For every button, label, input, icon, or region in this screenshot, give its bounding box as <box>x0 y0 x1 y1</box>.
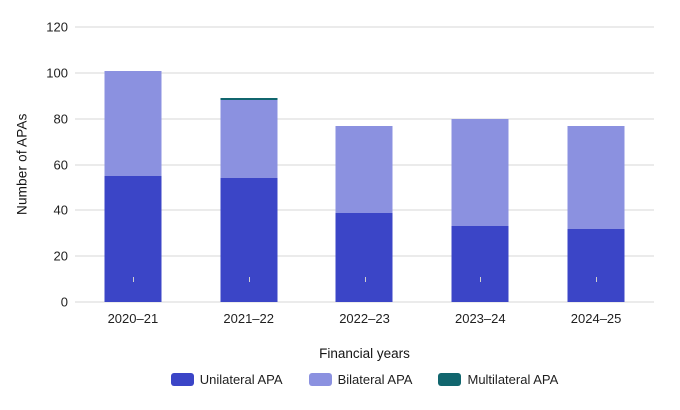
bar-2023-24 <box>451 118 509 302</box>
x-tick-2020-21 <box>132 277 134 282</box>
legend-swatch-multilateral-apa <box>438 372 462 386</box>
legend-label-multilateral-apa: Multilateral APA <box>467 371 559 387</box>
x-axis-title: Financial years <box>319 346 410 361</box>
bar-2020-21 <box>104 70 162 302</box>
gridline-y-120 <box>75 26 654 28</box>
bar-segment-unilateral-apa-2023-24 <box>451 226 509 302</box>
y-tick-label-60: 60 <box>53 157 68 172</box>
legend-swatch-bilateral-apa <box>308 372 332 386</box>
y-tick-label-20: 20 <box>53 248 68 264</box>
bar-segment-unilateral-apa-2022-23 <box>335 212 393 302</box>
legend-item-multilateral-apa[interactable]: Multilateral APA <box>438 372 558 387</box>
bar-segment-bilateral-apa-2023-24 <box>451 118 509 227</box>
y-tick-label-100: 100 <box>46 65 68 81</box>
legend-item-bilateral-apa[interactable]: Bilateral APA <box>308 371 413 387</box>
gridline-y-100 <box>75 71 654 74</box>
bar-segment-bilateral-apa-2021-22 <box>220 100 278 179</box>
bar-2022-23 <box>335 125 393 302</box>
legend: Unilateral APA Bilateral APA Multilateral … <box>75 370 654 388</box>
band-2023-24 <box>422 27 538 302</box>
bar-segment-bilateral-apa-2020-21 <box>104 70 162 176</box>
bar-segment-unilateral-apa-2024-25 <box>567 228 625 302</box>
x-tick-2024-25 <box>596 277 598 282</box>
legend-label-bilateral-apa: Bilateral APA <box>337 371 413 387</box>
band-2021-22 <box>191 27 307 302</box>
band-2020-21 <box>75 27 191 302</box>
legend-label-unilateral-apa: Unilateral APA <box>199 371 283 387</box>
y-tick-label-0: 0 <box>60 294 68 310</box>
gridline-y-0 <box>75 301 654 303</box>
x-tick-2023-24 <box>480 277 482 282</box>
x-tick-2021-22 <box>248 277 250 282</box>
y-tick-label-120: 120 <box>46 19 68 35</box>
y-tick-label-80: 80 <box>53 111 68 127</box>
x-tick-label-2022-23: 2022–23 <box>339 311 390 326</box>
bar-segment-unilateral-apa-2020-21 <box>104 175 162 302</box>
y-axis: 0 20 40 60 80 100 120 <box>0 21 68 309</box>
bar-segment-unilateral-apa-2021-22 <box>220 178 278 302</box>
bar-2021-22 <box>220 98 278 302</box>
x-tick-label-2024-25: 2024–25 <box>570 311 622 326</box>
legend-item-unilateral-apa[interactable]: Unilateral APA <box>170 371 283 387</box>
bar-segment-bilateral-apa-2022-23 <box>335 125 393 213</box>
plot-area <box>75 26 654 303</box>
bar-segment-bilateral-apa-2024-25 <box>567 125 625 229</box>
x-tick-label-2021-22: 2021–22 <box>223 311 274 326</box>
x-tick-2022-23 <box>364 277 366 282</box>
y-tick-label-40: 40 <box>53 202 68 218</box>
x-tick-label-2020-21: 2020–21 <box>107 311 159 326</box>
x-axis-labels: 2020–21 2021–22 2022–23 2023–24 2024–25 <box>75 311 654 329</box>
x-tick-label-2023-24: 2023–24 <box>454 311 506 326</box>
gridline-y-80 <box>75 117 654 120</box>
legend-swatch-unilateral-apa <box>170 372 194 386</box>
band-2022-23 <box>307 27 423 302</box>
band-2024-25 <box>538 27 654 302</box>
bar-segment-multilateral-apa-2021-22 <box>220 98 278 101</box>
bar-2024-25 <box>567 125 625 302</box>
